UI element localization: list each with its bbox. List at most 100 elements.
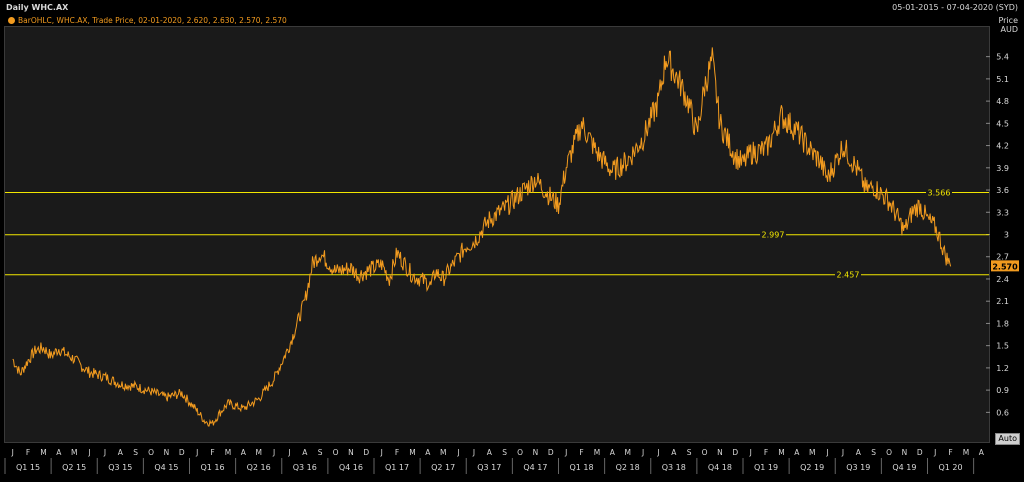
auto-scale-button[interactable]: Auto	[995, 433, 1020, 445]
x-month-label: A	[979, 448, 985, 457]
y-axis-title: Price AUD	[998, 16, 1018, 34]
x-month-label: J	[825, 448, 828, 457]
x-month-label: J	[103, 448, 106, 457]
x-month-label: O	[702, 448, 708, 457]
x-month-label: S	[871, 448, 876, 457]
x-month-label: A	[671, 448, 677, 457]
x-month-label: N	[164, 448, 170, 457]
x-month-label: D	[179, 448, 185, 457]
x-quarter-label: Q2 18	[616, 463, 640, 472]
x-month-label: J	[749, 448, 752, 457]
x-month-label: D	[732, 448, 738, 457]
x-month-label: A	[610, 448, 616, 457]
y-tick-label: 3.3	[996, 208, 1009, 217]
x-month-label: A	[241, 448, 247, 457]
y-tick-label: 2.4	[996, 275, 1009, 284]
y-tick-label: 4.8	[996, 97, 1009, 106]
x-month-label: A	[302, 448, 308, 457]
series-dot-icon	[8, 17, 15, 24]
x-month-label: M	[409, 448, 415, 457]
x-month-label: O	[333, 448, 339, 457]
reference-label-bg	[926, 187, 952, 198]
y-tick-label: 0.9	[996, 386, 1009, 395]
x-month-label: M	[809, 448, 815, 457]
x-quarter-label: Q2 19	[800, 463, 824, 472]
x-quarter-label: Q4 19	[892, 463, 916, 472]
x-quarter-label: Q1 15	[16, 463, 40, 472]
x-month-label: J	[195, 448, 198, 457]
x-month-label: M	[778, 448, 784, 457]
x-quarter-label: Q2 15	[62, 463, 86, 472]
x-month-label: M	[440, 448, 446, 457]
y-tick-label: 1.5	[996, 342, 1009, 351]
x-month-label: M	[40, 448, 46, 457]
x-month-label: A	[487, 448, 493, 457]
y-tick-label: 0.6	[996, 408, 1009, 417]
reference-label-bg	[835, 269, 861, 280]
price-series-line	[12, 47, 952, 427]
x-month-label: A	[794, 448, 800, 457]
x-month-label: F	[26, 448, 30, 457]
reference-label-bg	[760, 229, 786, 240]
y-tick-label: 2.7	[996, 253, 1009, 262]
y-tick-label: 2.1	[996, 297, 1009, 306]
x-month-label: A	[118, 448, 124, 457]
x-quarter-label: Q3 18	[662, 463, 686, 472]
y-axis-title-line1: Price	[998, 16, 1018, 25]
y-tick-label: 1.2	[996, 364, 1009, 373]
reference-line-label: 3.566	[928, 189, 951, 198]
x-month-label: J	[11, 448, 14, 457]
y-tick-label: 3	[1004, 231, 1009, 240]
x-month-label: N	[533, 448, 539, 457]
x-month-label: J	[380, 448, 383, 457]
x-month-label: M	[225, 448, 231, 457]
x-month-label: N	[717, 448, 723, 457]
x-quarter-label: Q4 15	[154, 463, 178, 472]
x-month-label: O	[886, 448, 892, 457]
reference-line-label: 2.997	[762, 231, 785, 240]
x-month-label: A	[856, 448, 862, 457]
x-month-label: M	[594, 448, 600, 457]
x-month-label: M	[963, 448, 969, 457]
y-tick-label: 3.9	[996, 164, 1009, 173]
x-quarter-label: Q2 17	[431, 463, 455, 472]
x-quarter-label: Q4 17	[523, 463, 547, 472]
x-quarter-label: Q1 19	[754, 463, 778, 472]
x-month-label: J	[656, 448, 659, 457]
x-quarter-label: Q1 18	[570, 463, 594, 472]
x-month-label: J	[272, 448, 275, 457]
x-month-label: O	[517, 448, 523, 457]
x-month-label: N	[902, 448, 908, 457]
x-month-label: S	[133, 448, 138, 457]
x-month-label: F	[579, 448, 583, 457]
date-range: 05-01-2015 - 07-04-2020 (SYD)	[892, 3, 1018, 12]
x-quarter-label: Q1 17	[385, 463, 409, 472]
y-tick-label: 4.5	[996, 119, 1009, 128]
x-month-label: M	[255, 448, 261, 457]
x-month-label: D	[363, 448, 369, 457]
x-month-label: S	[502, 448, 507, 457]
x-quarter-label: Q3 15	[108, 463, 132, 472]
legend-entry[interactable]: BarOHLC, WHC.AX, Trade Price, 02-01-2020…	[8, 16, 287, 25]
x-month-label: F	[210, 448, 214, 457]
x-month-label: N	[348, 448, 354, 457]
x-quarter-label: Q3 16	[293, 463, 317, 472]
x-month-label: A	[56, 448, 62, 457]
x-month-label: J	[456, 448, 459, 457]
x-month-label: F	[764, 448, 768, 457]
x-month-label: S	[318, 448, 323, 457]
x-month-label: J	[564, 448, 567, 457]
x-month-label: F	[948, 448, 952, 457]
x-month-label: J	[87, 448, 90, 457]
x-quarter-label: Q2 16	[247, 463, 271, 472]
y-tick-label: 5.4	[996, 53, 1009, 62]
y-tick-label: 1.8	[996, 319, 1009, 328]
x-month-label: J	[841, 448, 844, 457]
x-month-label: O	[148, 448, 154, 457]
y-tick-label: 3.6	[996, 186, 1009, 195]
y-tick-label: 4.2	[996, 142, 1009, 151]
x-month-label: J	[472, 448, 475, 457]
x-month-label: D	[548, 448, 554, 457]
